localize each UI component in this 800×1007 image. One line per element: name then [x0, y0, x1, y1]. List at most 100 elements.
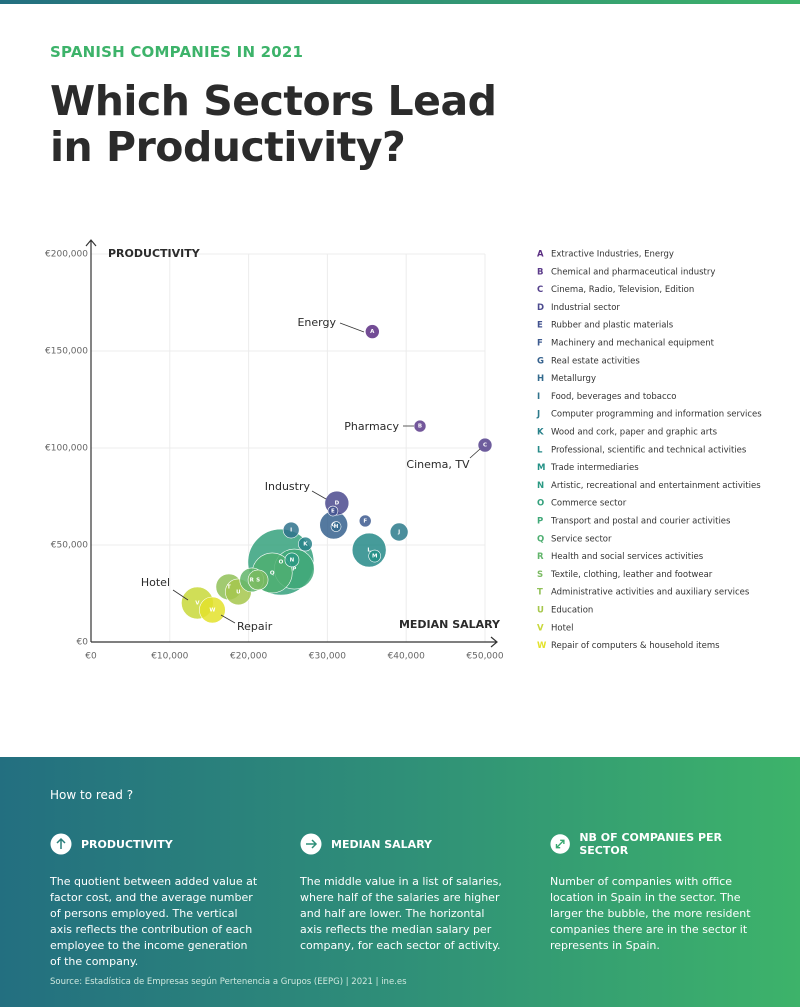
info-head: MEDIAN SALARY: [300, 832, 510, 856]
bubble-letter: U: [236, 589, 240, 595]
info-text: The quotient between added value at fact…: [50, 875, 258, 968]
bubble-letter: I: [290, 528, 292, 534]
legend-letter: A: [537, 250, 544, 260]
legend-letter: R: [537, 552, 544, 562]
legend-letter: W: [537, 641, 547, 651]
bubble-letter: H: [334, 524, 339, 530]
annotation-line: [339, 322, 365, 333]
annotation: Cinema, TV: [406, 458, 470, 471]
y-tick-label: €50,000: [51, 541, 88, 551]
y-tick-label: €100,000: [45, 444, 88, 454]
annotation-line: [469, 448, 481, 459]
bubble-letter: A: [370, 329, 375, 335]
legend-letter: P: [537, 517, 543, 527]
legend-label: Textile, clothing, leather and footwear: [550, 570, 713, 580]
title-line: in Productivity?: [50, 123, 406, 171]
legend-letter: T: [537, 588, 543, 598]
y-tick-label: €150,000: [45, 347, 88, 357]
bubble: [477, 437, 493, 453]
legend-letter: F: [537, 339, 543, 349]
bubble: [327, 505, 339, 517]
bubble-letter: R: [250, 577, 255, 583]
bubble-letter: J: [397, 530, 400, 536]
bubble-letter: S: [256, 577, 260, 583]
legend-label: Hotel: [551, 623, 574, 633]
legend-letter: N: [537, 481, 544, 491]
x-tick-label: €10,000: [151, 652, 188, 662]
annotation: Energy: [297, 316, 336, 329]
bubble: [330, 521, 342, 532]
legend-label: Real estate activities: [551, 356, 640, 366]
legend-label: Food, beverages and tobacco: [551, 392, 677, 402]
legend-label: Metallurgy: [551, 374, 596, 384]
y-axis-label: PRODUCTIVITY: [108, 247, 201, 260]
legend-label: Industrial sector: [551, 303, 620, 313]
bubble: [389, 522, 409, 542]
legend-letter: V: [537, 623, 544, 633]
bubble-letter: V: [195, 601, 200, 607]
info-column: MEDIAN SALARY The middle value in a list…: [300, 832, 510, 954]
x-axis-label: MEDIAN SALARY: [399, 618, 501, 631]
info-head: NB OF COMPANIES PER SECTOR: [550, 831, 760, 857]
legend-label: Professional, scientific and technical a…: [551, 445, 747, 455]
annotation-line: [220, 614, 236, 624]
bubble: [368, 549, 381, 563]
axis: [85, 239, 498, 648]
bubble-letter: L: [367, 548, 371, 554]
legend-label: Wood and cork, paper and graphic arts: [551, 428, 718, 438]
legend-letter: K: [537, 428, 544, 438]
legend-label: Transport and postal and courier activit…: [550, 517, 731, 527]
annotation: Pharmacy: [344, 420, 399, 433]
bubble-letter: O: [279, 560, 284, 566]
bubble-letter: M: [372, 554, 377, 560]
bubble: [199, 596, 226, 624]
annotation-line: [311, 490, 327, 500]
bubble-letter: Q: [270, 570, 275, 576]
annotation-line: [172, 589, 189, 601]
info-head: PRODUCTIVITY: [50, 832, 260, 856]
bubble: [282, 521, 300, 539]
x-tick-label: €0: [85, 652, 97, 662]
bubble: [298, 536, 313, 552]
info-column: NB OF COMPANIES PER SECTOR Number of com…: [550, 831, 760, 954]
bubble-letter: E: [331, 509, 335, 515]
title-line: Which Sectors Lead: [50, 77, 497, 125]
legend-letter: U: [537, 606, 544, 616]
info-title: MEDIAN SALARY: [331, 837, 433, 851]
how-to: How to read ?: [50, 788, 134, 802]
legend-label: Machinery and mechanical equipment: [551, 339, 715, 349]
y-tick-label: €0: [77, 638, 89, 648]
legend-letter: B: [537, 267, 543, 277]
legend-label: Education: [551, 606, 593, 616]
bubble: [284, 552, 300, 568]
info-title: NB OF COMPANIES PER SECTOR: [579, 831, 723, 857]
bubble-letter: W: [209, 607, 215, 613]
legend-label: Service sector: [551, 534, 612, 544]
legend-letter: O: [537, 499, 544, 509]
info-title: PRODUCTIVITY: [81, 837, 173, 851]
bubble-letter: F: [363, 518, 367, 524]
legend-letter: J: [536, 410, 540, 420]
bubble-letter: K: [303, 542, 308, 548]
chart: €0 €10,000 €20,000 €30,000 €40,000 €50,000 €0 €…: [45, 239, 762, 662]
legend-label: Chemical and pharmaceutical industry: [551, 267, 715, 277]
legend-label: Commerce sector: [551, 499, 627, 509]
footer: How to read ? PRODUCTIVITY The quotient …: [0, 757, 800, 1007]
bubble: [247, 569, 269, 591]
bubble-letter: G: [331, 523, 336, 529]
legend-letter: E: [537, 321, 543, 331]
legend-label: Health and social services activities: [551, 552, 704, 562]
y-tick-label: €200,000: [45, 250, 88, 260]
x-tick-label: €50,000: [466, 652, 503, 662]
legend-label: Trade intermediaries: [550, 463, 639, 473]
annotation: Repair: [237, 620, 273, 633]
title: Which Sectors Lead in Productivity?: [50, 77, 497, 171]
legend-letter: L: [537, 445, 543, 455]
legend-letter: G: [537, 356, 544, 366]
icon: [550, 834, 570, 854]
kicker: SPANISH COMPANIES IN 2021: [50, 43, 304, 61]
info-text: Number of companies with office location…: [550, 875, 751, 952]
x-tick-label: €30,000: [309, 652, 346, 662]
source: Source: Estadística de Empresas según Pe…: [50, 977, 407, 987]
legend-letter: M: [537, 463, 545, 473]
